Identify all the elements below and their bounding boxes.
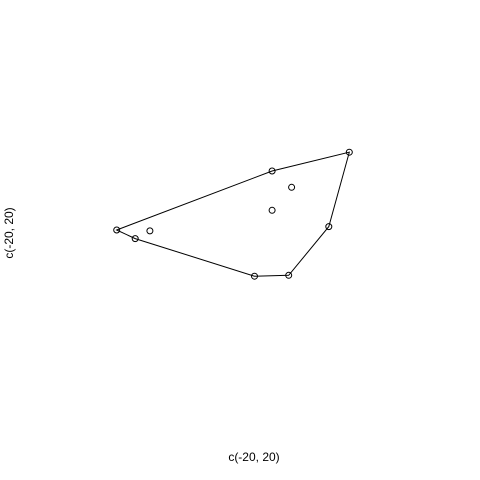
data-point (268, 206, 276, 214)
data-point (251, 272, 258, 280)
data-point (268, 167, 276, 175)
hull-layer (115, 151, 351, 277)
data-point (131, 235, 139, 243)
x-axis-label: c(-20, 20) (228, 450, 279, 464)
points-layer (113, 148, 353, 280)
y-axis-label: c(-20, 20) (2, 207, 16, 258)
convex-hull-outline (115, 151, 351, 277)
data-point (325, 223, 333, 231)
data-point (345, 148, 353, 156)
data-point (285, 271, 293, 279)
data-point (288, 183, 296, 191)
data-point (113, 226, 121, 234)
data-point (146, 227, 154, 235)
